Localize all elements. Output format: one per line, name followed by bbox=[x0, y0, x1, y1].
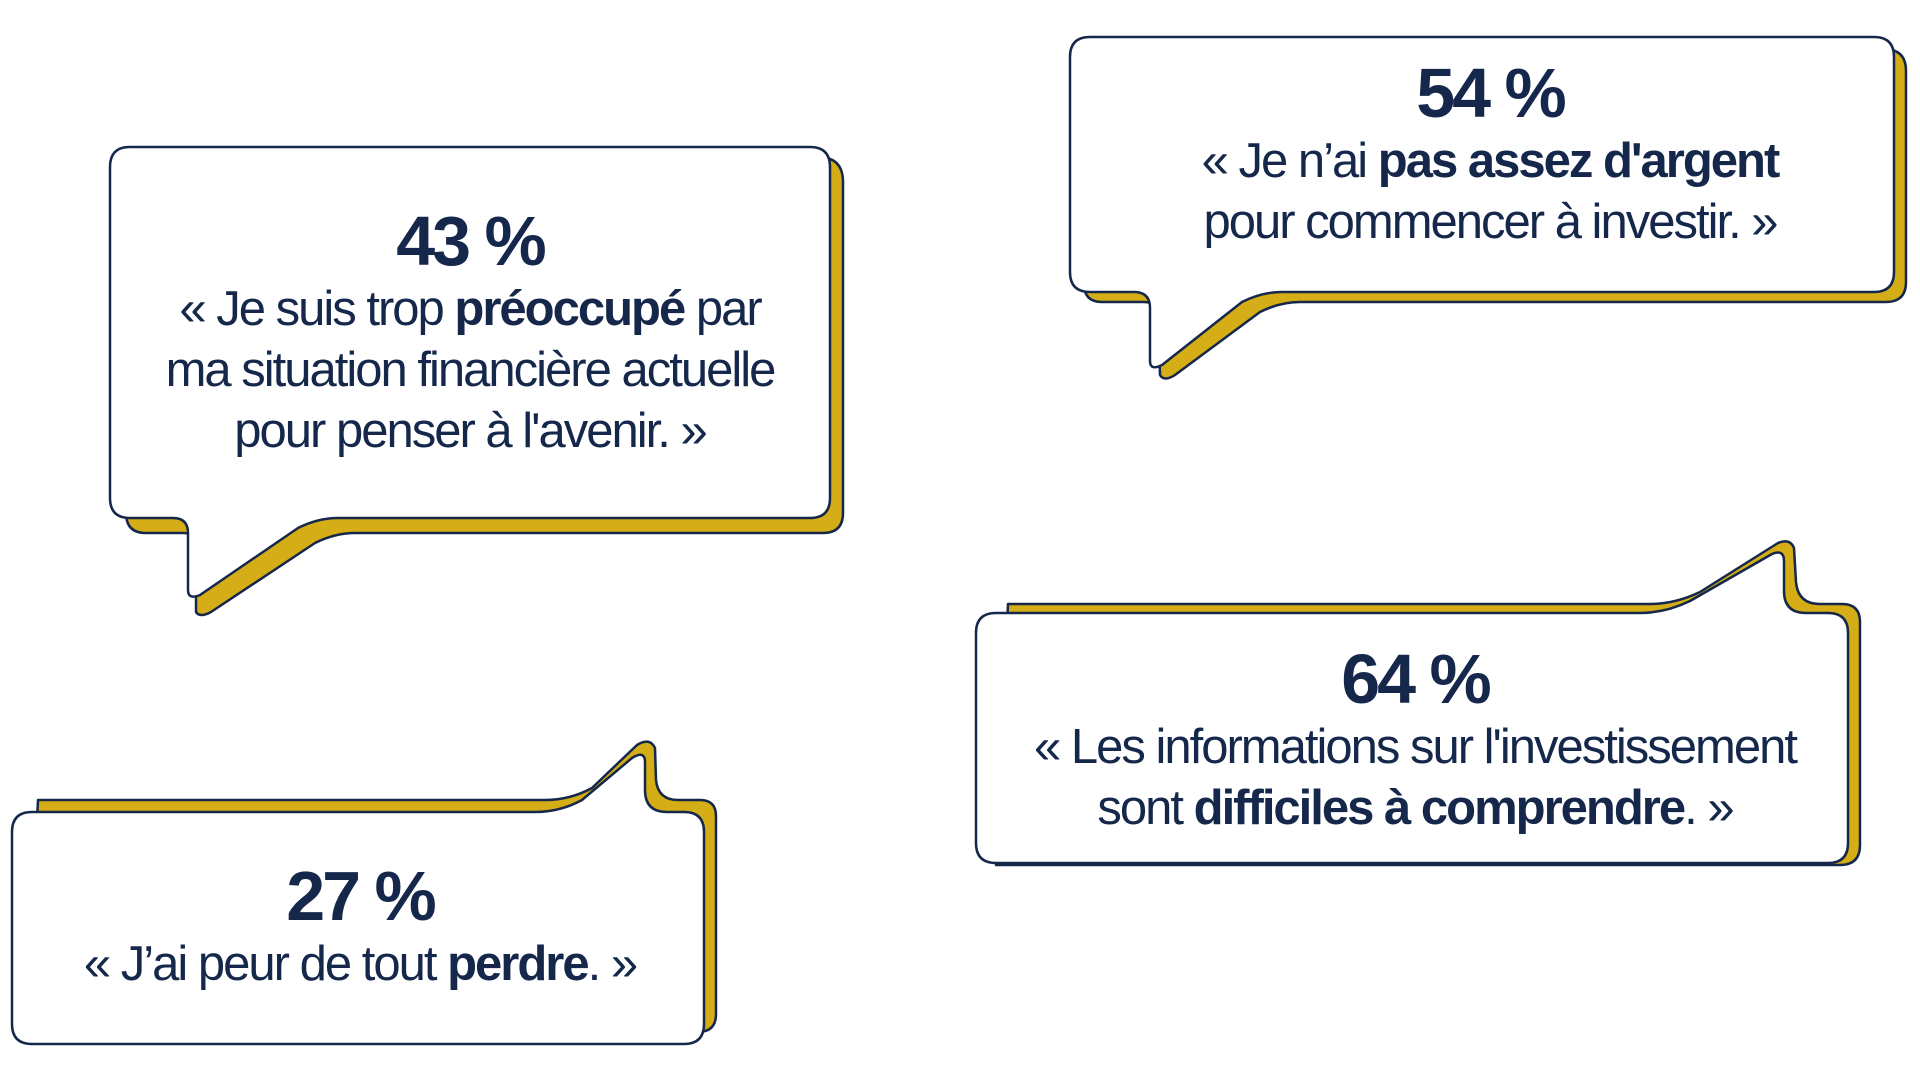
stat-quote: « J’ai peur de tout perdre. » bbox=[20, 934, 700, 995]
bubble-shape-43 bbox=[108, 145, 845, 617]
quote-segment: « Je n’ai bbox=[1201, 133, 1378, 188]
bubble-54: 54 % « Je n’ai pas assez d'argent pour co… bbox=[1100, 54, 1880, 254]
quote-segment: « Je suis trop bbox=[179, 281, 455, 336]
quote-emphasis: difficiles à comprendre bbox=[1193, 780, 1686, 835]
stat-percent: 54 % bbox=[1416, 54, 1567, 132]
stat-percent: 27 % bbox=[286, 857, 437, 935]
bubble-43: 43 % « Je suis trop préoccupé par ma situ… bbox=[110, 202, 830, 463]
bubble-shape-64 bbox=[974, 540, 1862, 867]
quote-segment: « Les informations sur l'investissement bbox=[1034, 719, 1798, 774]
quote-emphasis: préoccupé bbox=[454, 281, 686, 336]
stat-quote: « Les informations sur l'investissement s… bbox=[990, 717, 1840, 840]
stat-quote: « Je suis trop préoccupé par ma situation… bbox=[110, 279, 830, 463]
quote-emphasis: pas assez d'argent bbox=[1377, 133, 1781, 188]
bubble-27: 27 % « J’ai peur de tout perdre. » bbox=[20, 857, 700, 995]
stat-percent: 64 % bbox=[1341, 640, 1492, 718]
bubble-body-64 bbox=[974, 551, 1850, 865]
quote-segment: ma situation financière actuelle bbox=[165, 342, 777, 397]
bubble-body-27 bbox=[10, 753, 706, 1046]
bubble-shape-54 bbox=[1068, 35, 1908, 380]
bubble-body-43 bbox=[108, 145, 832, 598]
quote-segment: pour penser à l'avenir. » bbox=[234, 404, 707, 458]
quote-segment: par bbox=[684, 281, 763, 336]
stat-quote: « Je n’ai pas assez d'argent pour commenc… bbox=[1100, 131, 1880, 254]
stat-percent: 43 % bbox=[396, 202, 547, 280]
quote-emphasis: perdre bbox=[447, 936, 590, 991]
quote-segment: pour commencer à investir. » bbox=[1203, 194, 1778, 249]
bubble-shape-27 bbox=[10, 740, 718, 1046]
quote-segment: . » bbox=[1684, 780, 1735, 835]
quote-segment: . » bbox=[587, 936, 639, 991]
bubble-body-54 bbox=[1068, 35, 1896, 369]
bubble-64: 64 % « Les informations sur l'investisse… bbox=[990, 640, 1840, 840]
quote-segment: sont bbox=[1097, 780, 1194, 835]
quote-segment: « J’ai peur de tout bbox=[83, 936, 448, 991]
